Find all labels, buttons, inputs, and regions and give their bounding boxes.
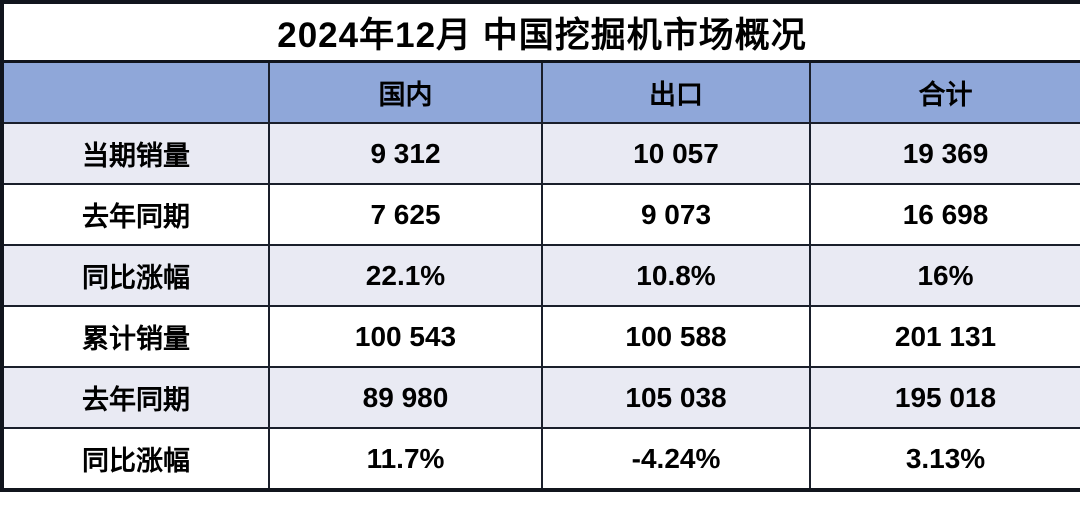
- column-header-total: 合计: [808, 60, 1080, 124]
- cell-value: 9 073: [541, 183, 811, 246]
- table-row-cumulative-yoy-change: 同比涨幅 11.7% -4.24% 3.13%: [1, 427, 1080, 491]
- row-label: 去年同期: [1, 183, 270, 246]
- column-header-export: 出口: [541, 60, 811, 124]
- table-header-row: 国内 出口 合计: [1, 60, 1080, 124]
- table-row-cumulative-sales: 累计销量 100 543 100 588 201 131: [1, 305, 1080, 368]
- table-row-cumulative-last-year: 去年同期 89 980 105 038 195 018: [1, 366, 1080, 429]
- cell-value: 195 018: [808, 366, 1080, 429]
- cell-value: 10 057: [541, 122, 811, 185]
- excavator-market-table: 2024年12月 中国挖掘机市场概况 国内 出口 合计 当期销量 9 312 1…: [0, 0, 1080, 492]
- cell-value: 10.8%: [541, 244, 811, 307]
- cell-value: 100 588: [541, 305, 811, 368]
- cell-value: 100 543: [268, 305, 543, 368]
- cell-value: 16 698: [808, 183, 1080, 246]
- cell-value: 7 625: [268, 183, 543, 246]
- cell-value: 19 369: [808, 122, 1080, 185]
- row-label: 去年同期: [1, 366, 270, 429]
- row-label: 累计销量: [1, 305, 270, 368]
- table-row-current-sales: 当期销量 9 312 10 057 19 369: [1, 122, 1080, 185]
- cell-value: 22.1%: [268, 244, 543, 307]
- table-row-yoy-change: 同比涨幅 22.1% 10.8% 16%: [1, 244, 1080, 307]
- cell-value: 3.13%: [808, 427, 1080, 491]
- cell-value: 9 312: [268, 122, 543, 185]
- cell-value: -4.24%: [541, 427, 811, 491]
- cell-value: 11.7%: [268, 427, 543, 491]
- table-title-row: 2024年12月 中国挖掘机市场概况: [0, 1, 1080, 63]
- row-label: 同比涨幅: [1, 427, 270, 491]
- column-header-domestic: 国内: [268, 60, 543, 124]
- column-header-blank: [1, 60, 270, 124]
- page-title: 2024年12月 中国挖掘机市场概况: [0, 1, 1080, 63]
- cell-value: 16%: [808, 244, 1080, 307]
- row-label: 当期销量: [1, 122, 270, 185]
- cell-value: 201 131: [808, 305, 1080, 368]
- table-row-last-year: 去年同期 7 625 9 073 16 698: [1, 183, 1080, 246]
- cell-value: 105 038: [541, 366, 811, 429]
- cell-value: 89 980: [268, 366, 543, 429]
- row-label: 同比涨幅: [1, 244, 270, 307]
